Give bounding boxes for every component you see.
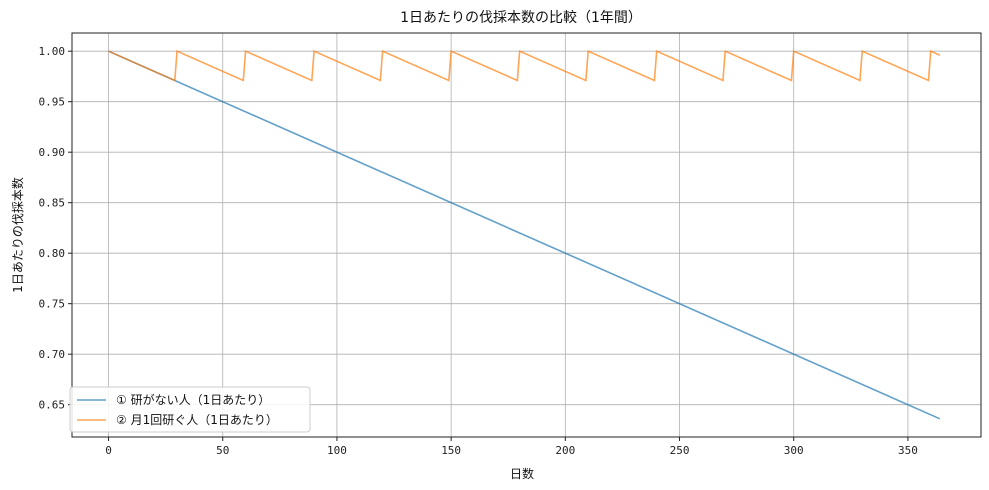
- x-axis-label: 日数: [510, 466, 534, 481]
- x-tick-label: 100: [327, 444, 347, 457]
- y-tick-label: 0.85: [39, 197, 66, 210]
- x-axis-ticks: 0 50 100 150 200 250 300 350: [105, 437, 918, 457]
- x-gridlines: [108, 33, 909, 437]
- y-tick-label: 0.80: [39, 247, 66, 260]
- x-tick-label: 250: [670, 444, 690, 457]
- x-tick-label: 200: [555, 444, 575, 457]
- x-tick-label: 300: [784, 444, 804, 457]
- y-tick-label: 0.75: [39, 298, 66, 311]
- series-layer: [108, 49, 941, 420]
- y-axis-label: 1日あたりの伐採本数: [10, 177, 25, 293]
- x-tick-label: 50: [216, 444, 229, 457]
- series-line-1: [108, 50, 941, 420]
- legend: ① 研がない人（1日あたり） ② 月1回研ぐ人（1日あたり）: [69, 386, 311, 433]
- x-tick-label: 0: [105, 444, 112, 457]
- y-tick-label: 0.90: [39, 146, 66, 159]
- y-gridlines: [72, 50, 981, 406]
- x-tick-label: 150: [441, 444, 461, 457]
- y-tick-label: 0.70: [39, 348, 66, 361]
- legend-box: [69, 386, 311, 433]
- x-tick-label: 350: [898, 444, 918, 457]
- y-tick-label: 1.00: [39, 45, 66, 58]
- y-axis-ticks: 0.65 0.70 0.75 0.80 0.85 0.90 0.95 1.00: [39, 45, 72, 412]
- legend-label-series-2: ② 月1回研ぐ人（1日あたり）: [116, 413, 278, 427]
- chart-title: 1日あたりの伐採本数の比較（1年間）: [400, 10, 642, 26]
- y-tick-label: 0.95: [39, 96, 66, 109]
- legend-label-series-1: ① 研がない人（1日あたり）: [116, 392, 270, 407]
- y-tick-label: 0.65: [39, 399, 66, 412]
- plot-frame: [71, 32, 982, 438]
- series-line-2: [108, 49, 941, 82]
